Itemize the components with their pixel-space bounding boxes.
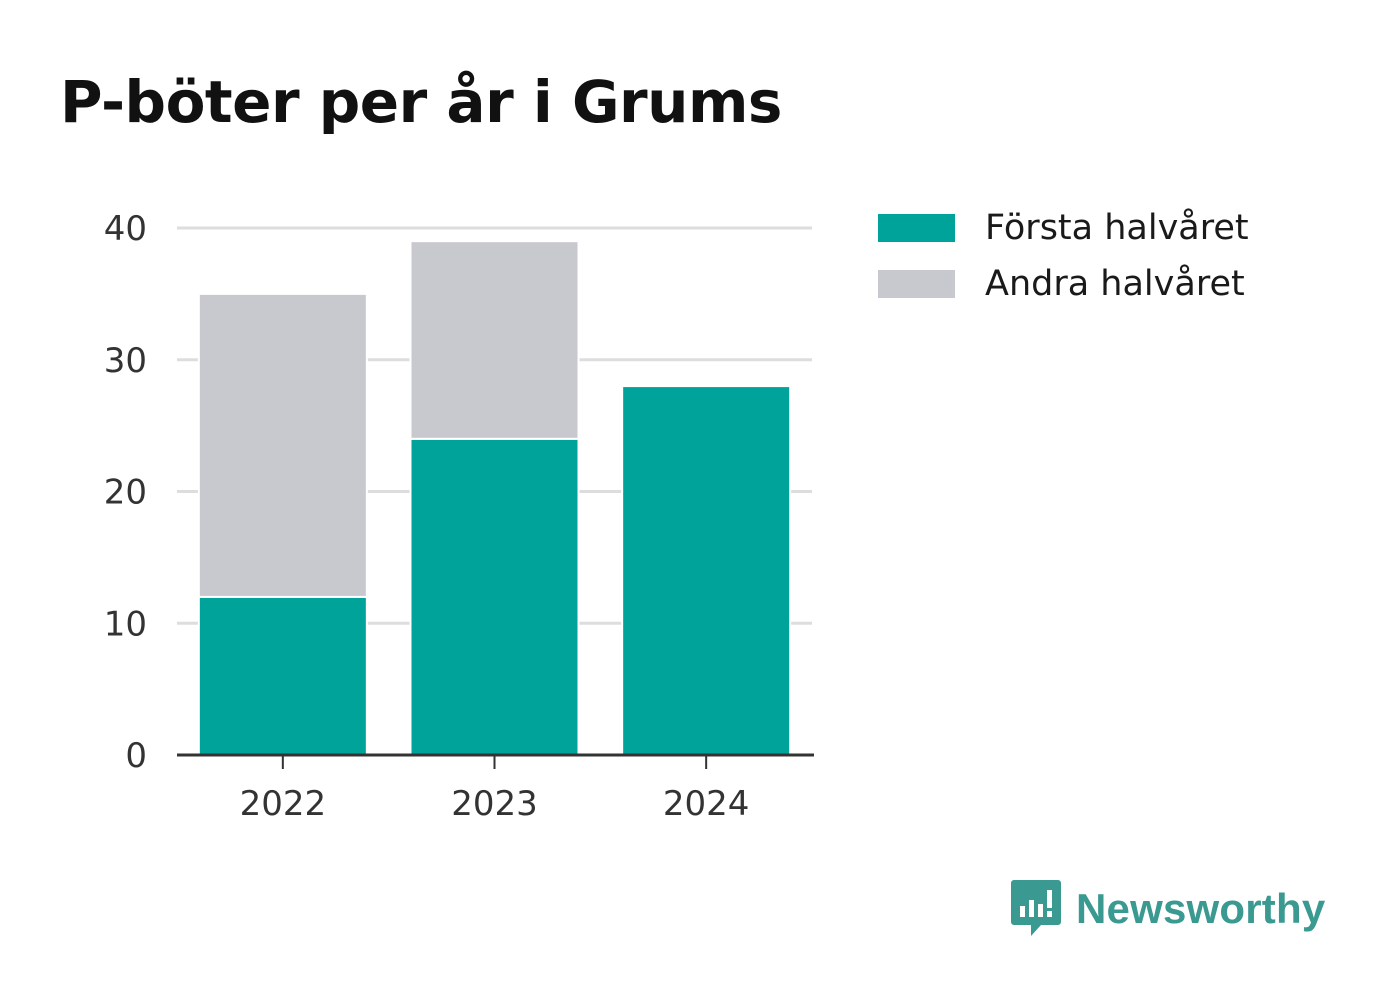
legend-item-second-half: Andra halvåret bbox=[878, 256, 1249, 312]
y-tick-label-0: 0 bbox=[125, 736, 147, 776]
bar-2022-series-1 bbox=[197, 595, 368, 757]
legend-label-second-half: Andra halvåret bbox=[985, 264, 1245, 304]
page-title: P-böter per år i Grums bbox=[60, 68, 782, 136]
legend-swatch-first-half bbox=[878, 214, 955, 242]
axes: 0 10 20 30 40 2022 2023 2024 bbox=[104, 209, 814, 824]
x-tick-label-2024: 2024 bbox=[663, 784, 750, 824]
x-tick-label-2023: 2023 bbox=[451, 784, 538, 824]
bars bbox=[197, 240, 792, 757]
legend-swatch-second-half bbox=[878, 270, 955, 298]
bar-2023-series-1 bbox=[409, 437, 580, 756]
legend-item-first-half: Första halvåret bbox=[878, 200, 1249, 256]
brand-name: Newsworthy bbox=[1076, 885, 1326, 932]
legend: Första halvåret Andra halvåret bbox=[878, 200, 1249, 312]
bar-2023-series-2 bbox=[409, 240, 580, 440]
y-tick-label-10: 10 bbox=[104, 604, 147, 644]
y-tick-label-30: 30 bbox=[104, 341, 147, 381]
bar-2022-series-2 bbox=[197, 292, 368, 598]
newsworthy-brand: Newsworthy bbox=[1010, 878, 1325, 940]
y-tick-label-40: 40 bbox=[104, 209, 147, 249]
newsworthy-logo-icon bbox=[1011, 880, 1061, 936]
x-tick-label-2022: 2022 bbox=[240, 784, 327, 824]
y-tick-label-20: 20 bbox=[104, 473, 147, 513]
legend-label-first-half: Första halvåret bbox=[985, 208, 1249, 248]
bar-2024-series-1 bbox=[621, 385, 792, 756]
